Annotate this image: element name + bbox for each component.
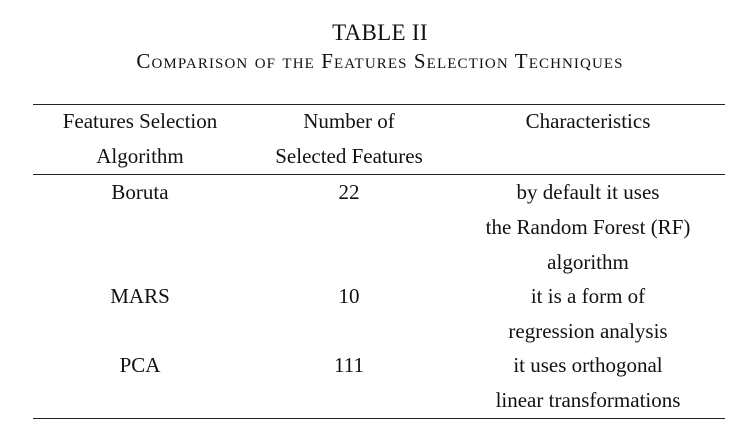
cell-num-features: 10	[338, 284, 360, 308]
characteristics-line: regression analysis	[508, 319, 668, 343]
cell-characteristics: it uses orthogonal linear transformation…	[451, 348, 725, 418]
characteristics-line: it uses orthogonal	[513, 353, 663, 377]
table-number: TABLE II	[332, 20, 428, 45]
header-algorithm-line: Algorithm	[96, 144, 184, 168]
characteristics-line: by default it uses	[516, 180, 660, 204]
cell-algorithm: PCA	[119, 353, 161, 377]
table-title: Comparison of the Features Selection Tec…	[136, 49, 624, 73]
cell-num-features: 111	[334, 353, 364, 377]
header-characteristics-line: Characteristics	[525, 109, 651, 133]
cell-num-features: 22	[338, 180, 360, 204]
header-rule	[33, 174, 725, 175]
characteristics-line: linear transformations	[495, 388, 681, 412]
header-algorithm-line: Features Selection	[62, 109, 218, 133]
cell-algorithm: MARS	[110, 284, 170, 308]
header-algorithm: Features Selection Algorithm	[33, 104, 247, 174]
header-num-features-line: Selected Features	[275, 144, 423, 168]
header-characteristics: Characteristics	[451, 104, 725, 139]
cell-algorithm: Boruta	[111, 180, 169, 204]
characteristics-line: the Random Forest (RF)	[485, 215, 691, 239]
header-num-features-line: Number of	[303, 109, 395, 133]
top-rule	[33, 104, 725, 105]
characteristics-line: algorithm	[547, 250, 629, 274]
bottom-rule	[33, 418, 725, 419]
cell-characteristics: by default it uses the Random Forest (RF…	[451, 175, 725, 280]
header-num-features: Number of Selected Features	[247, 104, 451, 174]
characteristics-line: it is a form of	[530, 284, 646, 308]
cell-characteristics: it is a form of regression analysis	[451, 279, 725, 349]
